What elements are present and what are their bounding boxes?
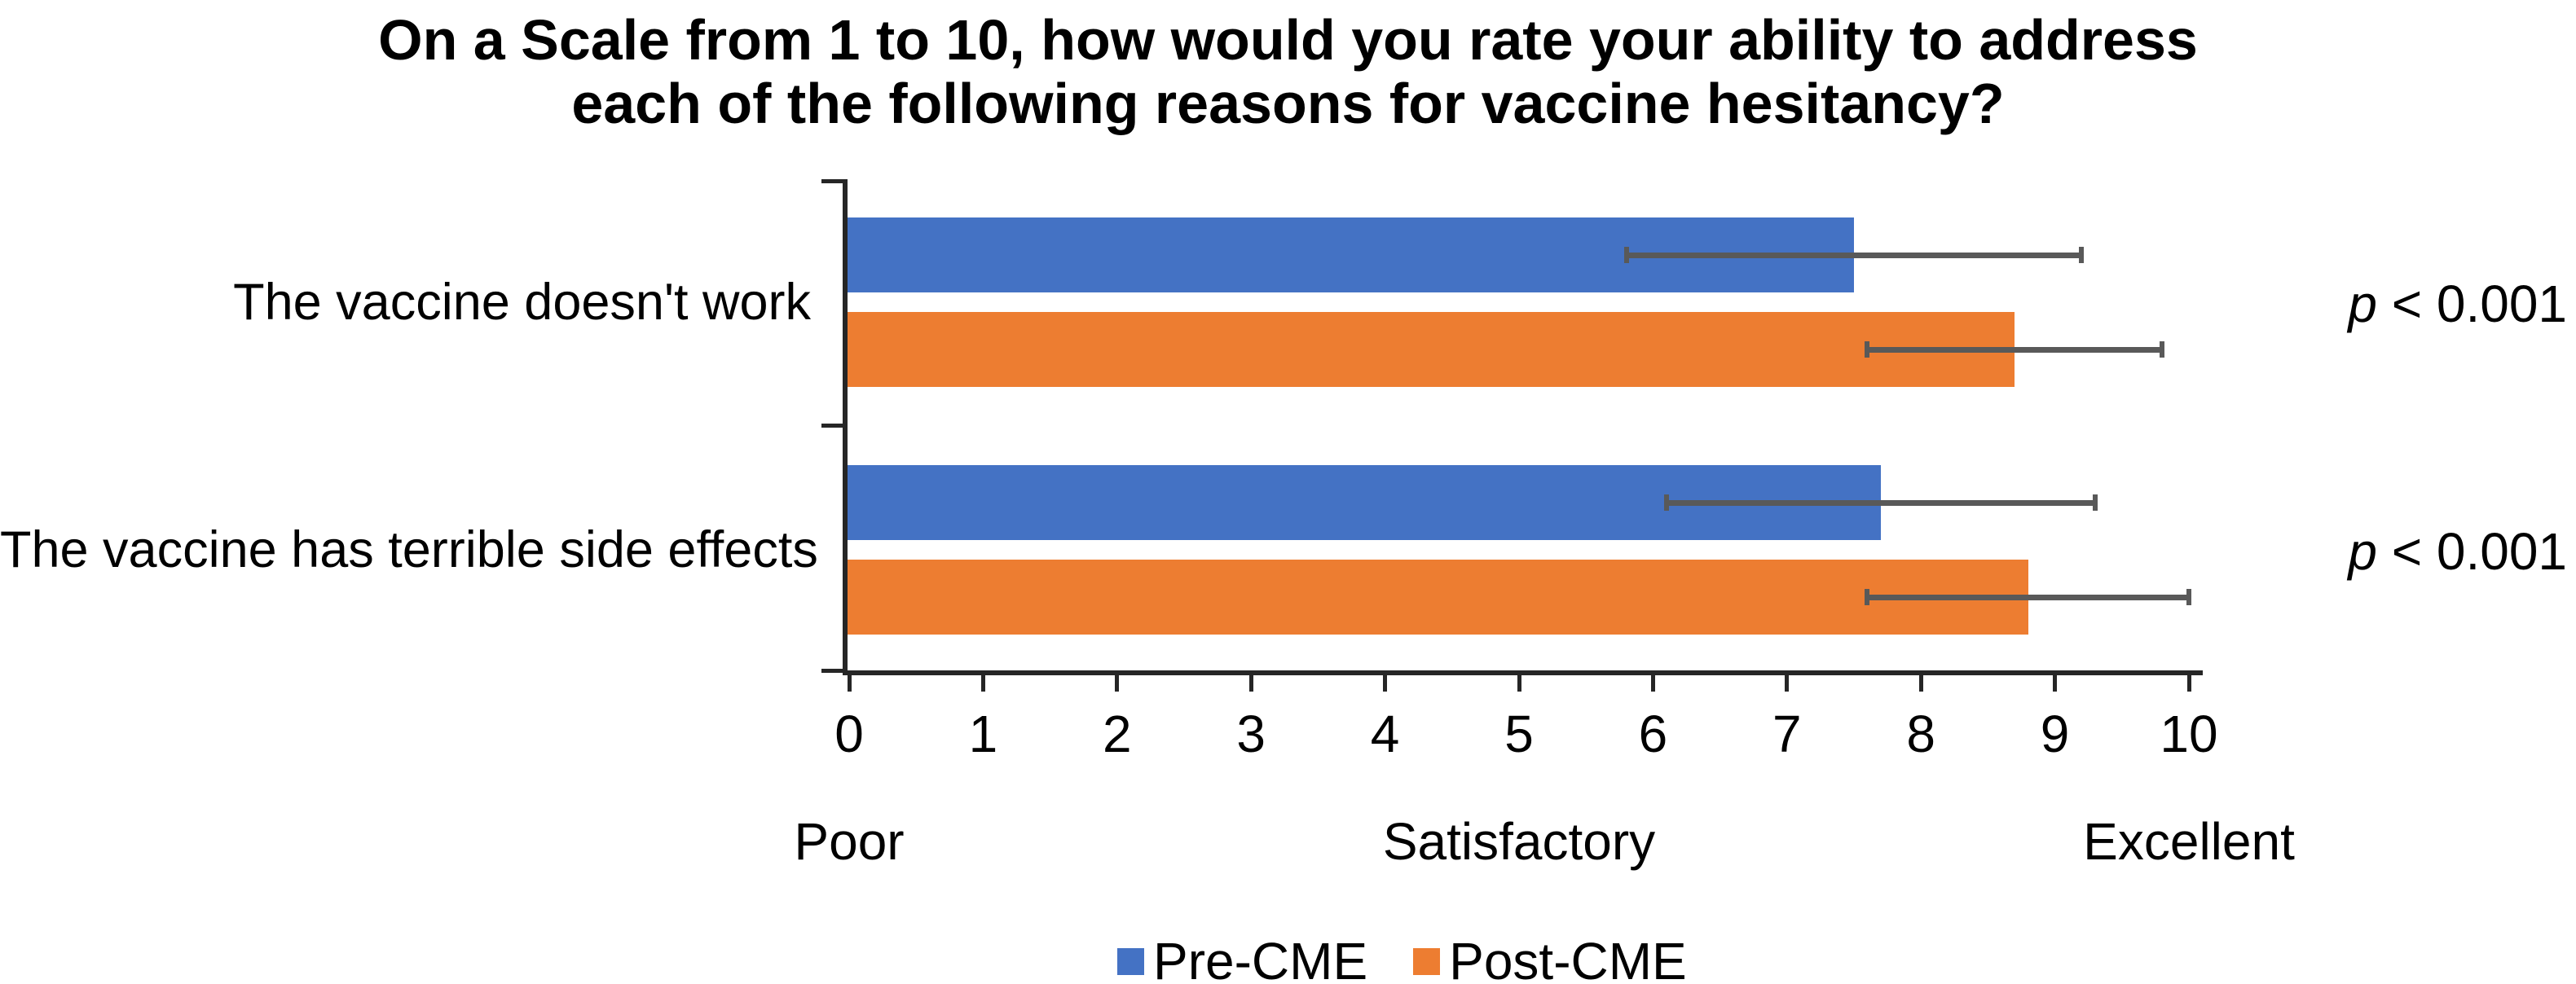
y-axis-boundary-tick [821, 669, 843, 673]
x-axis-tick [1650, 675, 1655, 692]
error-bar-cap-left [1623, 247, 1629, 263]
error-bar [1626, 252, 2082, 258]
error-bar-cap-left [1663, 494, 1669, 511]
error-bar-cap-right [2092, 494, 2098, 511]
x-axis-tick [1918, 675, 1923, 692]
chart-title-line-2: each of the following reasons for vaccin… [571, 72, 2005, 135]
y-axis-boundary-tick [821, 179, 843, 183]
scale-label-poor: Poor [794, 812, 905, 871]
x-axis-tick [1383, 675, 1388, 692]
category-label-2: The vaccine has terrible side effects [0, 521, 818, 578]
legend-swatch-pre-cme [1117, 947, 1144, 975]
x-axis-tick [1517, 675, 1521, 692]
legend-entry-pre-cme: Pre-CME [1117, 934, 1367, 984]
error-bar-cap-right [2079, 247, 2085, 263]
x-axis-tick-label: 5 [1504, 705, 1534, 763]
p-value-annotation-2: p < 0.001 [2348, 522, 2567, 581]
p-symbol: p [2348, 275, 2377, 333]
legend-entry-post-cme: Post-CME [1413, 934, 1687, 984]
chart-title: On a Scale from 1 to 10, how would you r… [0, 8, 2576, 135]
scale-label-excellent: Excellent [2083, 812, 2295, 871]
x-axis-tick [2053, 675, 2058, 692]
error-bar [1666, 499, 2095, 506]
y-axis-line [843, 179, 848, 675]
x-axis-tick-label: 9 [2040, 705, 2070, 763]
error-bar-cap-left [1865, 589, 1870, 605]
bar-post-cme-category-2 [848, 560, 2028, 635]
p-symbol: p [2348, 522, 2377, 581]
x-axis-tick-label: 6 [1638, 705, 1668, 763]
x-axis-tick-label: 1 [968, 705, 998, 763]
p-value-annotation-1: p < 0.001 [2348, 275, 2567, 333]
x-axis-tick-label: 2 [1103, 705, 1132, 763]
error-bar-cap-right [2186, 589, 2191, 605]
x-axis-tick-label: 4 [1370, 705, 1400, 763]
x-axis-tick [980, 675, 985, 692]
legend-label-pre-cme: Pre-CME [1153, 932, 1368, 984]
legend-swatch-post-cme [1413, 947, 1441, 975]
x-axis-tick [1115, 675, 1120, 692]
x-axis-line [843, 670, 2203, 675]
legend-label-post-cme: Post-CME [1449, 932, 1687, 984]
x-axis-tick-label: 10 [2160, 705, 2218, 763]
x-axis-tick [1248, 675, 1253, 692]
y-axis-boundary-tick [821, 424, 843, 428]
error-bar-cap-left [1865, 341, 1870, 358]
category-label-1: The vaccine doesn't work [233, 274, 811, 331]
x-axis-tick-label: 8 [1906, 705, 1935, 763]
error-bar-cap-right [2160, 341, 2165, 358]
x-axis-tick-label: 0 [834, 705, 864, 763]
error-bar [1867, 594, 2189, 600]
error-bar [1867, 346, 2163, 353]
legend: Pre-CME Post-CME [1117, 934, 1687, 984]
x-axis-tick [1785, 675, 1790, 692]
x-axis-tick [847, 675, 852, 692]
x-axis-tick-label: 7 [1772, 705, 1802, 763]
bar-post-cme-category-1 [848, 312, 2015, 387]
scale-label-satisfactory: Satisfactory [1382, 812, 1656, 871]
x-axis-tick [2186, 675, 2191, 692]
x-axis-tick-label: 3 [1236, 705, 1266, 763]
chart-title-line-1: On a Scale from 1 to 10, how would you r… [378, 8, 2198, 72]
